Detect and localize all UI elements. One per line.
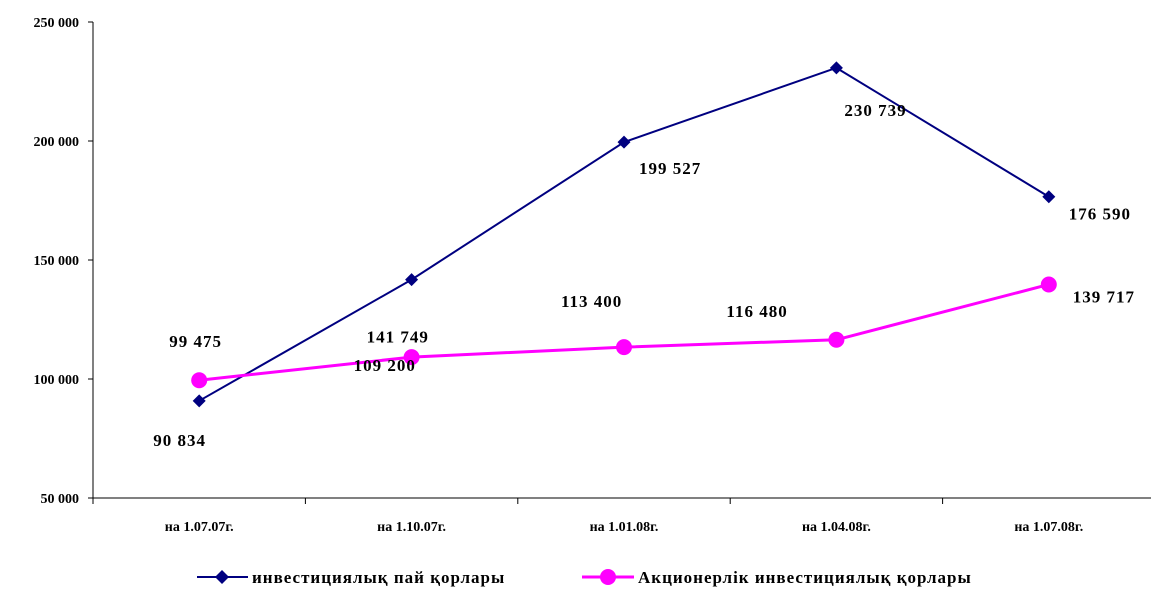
x-tick-label: на 1.01.08г.	[590, 520, 659, 535]
y-tick-label: 100 000	[34, 373, 80, 388]
data-label: 90 834	[153, 431, 206, 450]
data-label: 116 480	[726, 302, 787, 321]
data-label: 230 739	[844, 101, 906, 120]
y-tick-label: 150 000	[34, 254, 80, 269]
x-tick-label: на 1.04.08г.	[802, 520, 871, 535]
legend-label: инвестициялық пай қорлары	[252, 568, 505, 587]
data-point	[616, 339, 632, 356]
legend-marker	[215, 570, 229, 584]
data-label: 139 717	[1073, 287, 1135, 306]
data-point	[1040, 276, 1057, 293]
data-label: 199 527	[639, 159, 701, 178]
legend: инвестициялық пай қорлары Акционерлік инв…	[197, 568, 972, 587]
data-point	[405, 273, 419, 287]
data-point	[1042, 190, 1056, 204]
x-tick-label: на 1.07.08г.	[1014, 520, 1083, 535]
y-tick-label: 250 000	[34, 16, 80, 31]
x-tick-label: на 1.10.07г.	[377, 520, 446, 535]
data-point	[829, 61, 843, 75]
axes	[92, 22, 1151, 499]
data-point	[828, 331, 845, 348]
series-line-2	[199, 283, 1050, 382]
y-ticks: 50 000 100 000 150 000 200 000 250 000	[34, 16, 93, 507]
y-tick-label: 200 000	[34, 135, 80, 150]
data-label: 176 590	[1069, 205, 1131, 224]
data-label: 113 400	[561, 292, 622, 311]
series-layer	[191, 61, 1057, 408]
data-label: 109 200	[354, 356, 416, 375]
x-tick-label: на 1.07.07г.	[165, 520, 234, 535]
data-point	[192, 394, 206, 408]
data-label: 99 475	[169, 332, 222, 351]
x-ticks: на 1.07.07г. на 1.10.07г. на 1.01.08г. на 1…	[92, 498, 1083, 535]
legend-label: Акционерлік инвестициялық қорлары	[638, 568, 972, 587]
y-tick-label: 50 000	[41, 492, 80, 507]
legend-marker	[600, 569, 616, 585]
data-point	[191, 372, 208, 389]
data-labels: 90 834 141 749 199 527 230 739 176 590 99 475…	[153, 101, 1135, 450]
data-label: 141 749	[367, 328, 429, 347]
data-point	[403, 349, 420, 366]
data-point	[617, 135, 631, 149]
